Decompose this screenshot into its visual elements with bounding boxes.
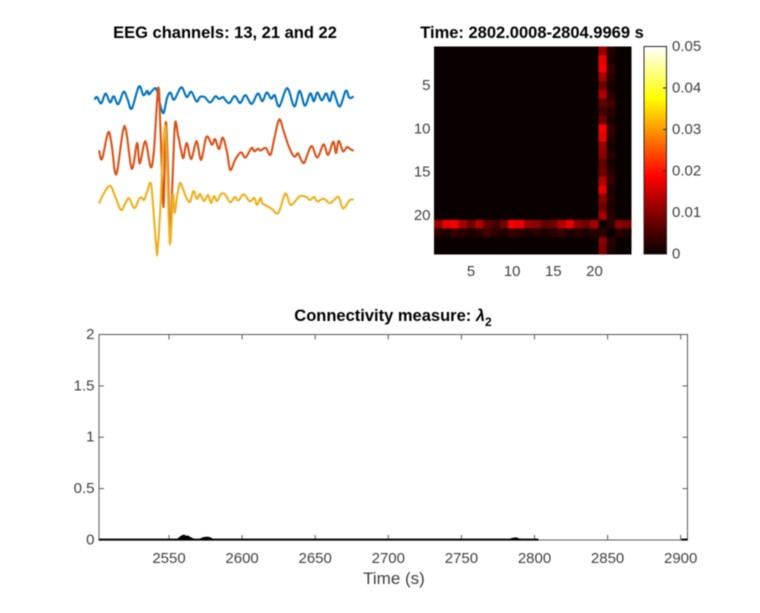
svg-text:0.03: 0.03 — [672, 121, 701, 138]
svg-text:0.05: 0.05 — [672, 38, 701, 55]
svg-text:0.02: 0.02 — [672, 163, 701, 180]
svg-text:5: 5 — [422, 77, 430, 94]
svg-text:2800: 2800 — [518, 550, 551, 567]
svg-text:2650: 2650 — [299, 550, 332, 567]
svg-text:0.5: 0.5 — [74, 480, 95, 497]
svg-text:20: 20 — [586, 263, 603, 280]
svg-text:0: 0 — [86, 532, 94, 549]
svg-text:Connectivity measure: λ2: Connectivity measure: λ2 — [294, 307, 492, 329]
svg-text:2850: 2850 — [591, 550, 624, 567]
svg-text:2550: 2550 — [152, 550, 185, 567]
svg-text:0.04: 0.04 — [672, 80, 701, 97]
svg-text:15: 15 — [545, 263, 562, 280]
svg-text:5: 5 — [467, 263, 475, 280]
svg-text:2700: 2700 — [372, 550, 405, 567]
svg-text:0.01: 0.01 — [672, 204, 701, 221]
svg-text:20: 20 — [414, 207, 431, 224]
svg-text:0: 0 — [672, 246, 680, 263]
svg-text:2750: 2750 — [445, 550, 478, 567]
svg-text:Time: 2802.0008-2804.9969 s: Time: 2802.0008-2804.9969 s — [420, 24, 644, 42]
svg-text:1: 1 — [86, 429, 94, 446]
svg-text:10: 10 — [414, 120, 431, 137]
svg-text:2: 2 — [86, 326, 94, 343]
svg-text:10: 10 — [504, 263, 521, 280]
svg-text:EEG channels: 13, 21 and 22: EEG channels: 13, 21 and 22 — [113, 24, 337, 42]
svg-text:2900: 2900 — [664, 550, 697, 567]
svg-text:1.5: 1.5 — [74, 377, 95, 394]
svg-text:Time (s): Time (s) — [363, 569, 425, 588]
svg-text:2600: 2600 — [225, 550, 258, 567]
svg-text:15: 15 — [414, 164, 431, 181]
